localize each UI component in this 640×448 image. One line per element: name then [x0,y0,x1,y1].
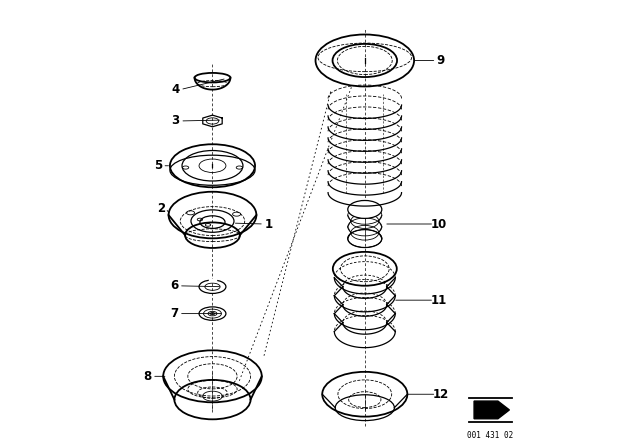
Ellipse shape [348,200,382,218]
Text: 2: 2 [157,202,165,215]
Polygon shape [474,401,509,419]
Text: 1: 1 [264,217,273,231]
Text: 8: 8 [143,370,152,383]
Text: 6: 6 [170,279,179,293]
Text: 11: 11 [431,293,447,307]
Text: 001 431 02: 001 431 02 [467,431,513,440]
Text: 9: 9 [437,54,445,67]
Text: 4: 4 [172,83,180,96]
Text: 10: 10 [431,217,447,231]
Text: 5: 5 [154,159,162,172]
Text: 7: 7 [170,307,179,320]
Text: 12: 12 [433,388,449,401]
Text: 3: 3 [172,114,180,128]
